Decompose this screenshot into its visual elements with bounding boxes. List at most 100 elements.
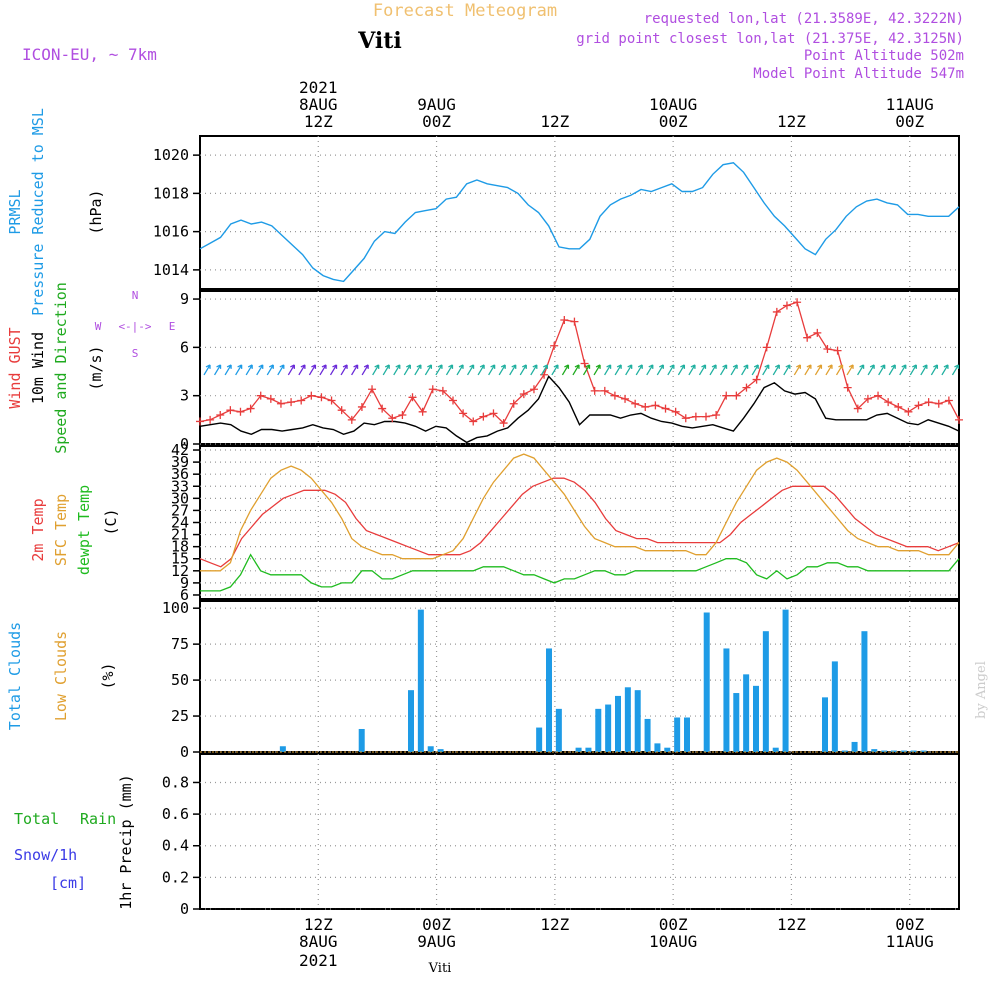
wind-gust-marker <box>691 412 700 421</box>
cloud-bar <box>644 718 651 752</box>
cloud-bar <box>782 609 789 752</box>
wind-gust-marker <box>874 391 883 400</box>
wind-gust-marker <box>600 386 609 395</box>
cloud-bar <box>595 708 602 752</box>
wind-gust-marker <box>196 417 204 426</box>
clouds-panel-ytick-label: 100 <box>162 599 189 617</box>
temp-panel-ytick-label: 18 <box>171 538 189 556</box>
wind-direction-arrow <box>888 364 896 376</box>
wind-direction-arrow <box>245 364 253 376</box>
pressure-panel-ytick-label: 1018 <box>153 184 189 202</box>
cloud-bar <box>910 750 917 752</box>
wind-gust-marker <box>236 407 245 416</box>
chart-title: Forecast Meteogram <box>373 1 557 21</box>
wind-gust-marker <box>681 414 690 423</box>
wind-direction-arrow <box>224 364 232 376</box>
compass-n: N <box>132 289 139 302</box>
pressure-panel-ytick-label: 1020 <box>153 146 189 164</box>
wind-direction-arrow <box>625 364 633 376</box>
clouds-panel-frame <box>199 600 960 753</box>
compass-w: W <box>95 320 102 333</box>
cloud-bar <box>605 704 612 752</box>
bottom-time-label-hour: 12Z <box>777 915 806 934</box>
wind-direction-arrow <box>456 364 464 376</box>
cloud-bar <box>831 661 838 752</box>
wind-gust-marker <box>216 411 225 420</box>
cloud-bar <box>743 674 750 752</box>
bottom-time-label-date: 9AUG <box>417 932 456 951</box>
wind-direction-arrow <box>899 364 907 376</box>
cloud-bar <box>437 749 444 752</box>
wind-gust-marker <box>449 396 457 405</box>
wind-direction-arrow <box>719 364 728 376</box>
wind-gust-marker <box>337 406 346 415</box>
wind-gust-marker <box>570 317 579 326</box>
bottom-time-label-hour: 00Z <box>895 915 924 934</box>
wind-gust-marker <box>742 383 751 392</box>
wind-gust-marker <box>813 328 822 337</box>
wind-gust-marker <box>317 393 326 402</box>
temp-panel-ytick-label: 42 <box>171 441 189 459</box>
wind-gust-marker <box>884 398 893 407</box>
wind-direction-arrow <box>393 364 401 376</box>
wind-direction-arrow <box>762 364 770 376</box>
wind-gust-marker <box>853 404 862 413</box>
cloud-bar <box>703 612 710 752</box>
clouds-panel-ytick-label: 25 <box>171 707 189 725</box>
wind-label-10m: 10m Wind <box>29 332 47 404</box>
precip-label-total: Total <box>14 810 59 828</box>
precip-panel-frame <box>199 753 960 910</box>
temp-panel-ytick-label: 21 <box>171 526 189 544</box>
clouds-panel-ytick-label: 0 <box>180 743 189 761</box>
wind-gust-marker <box>914 401 923 410</box>
wind-direction-arrow <box>804 364 812 376</box>
wind-direction-arrow <box>561 364 570 376</box>
wind-direction-arrow <box>741 364 749 376</box>
bottom-time-label-hour: 12Z <box>304 915 333 934</box>
wind-gust-marker <box>924 398 933 407</box>
wind-label-direction: Speed and Direction <box>52 282 70 454</box>
cloud-bar <box>615 695 621 752</box>
wind-direction-arrow <box>382 364 390 376</box>
wind-direction-arrow <box>477 364 485 376</box>
gridpoint-coords: grid point closest lon,lat (21.375E, 42.… <box>576 31 964 47</box>
temp-2m-line <box>199 477 960 568</box>
wind-gust-marker <box>479 412 488 421</box>
wind-gust-marker <box>529 385 538 394</box>
temp-panel-ytick-label: 33 <box>171 477 189 495</box>
wind-gust-marker <box>752 375 761 384</box>
wind-gust-marker <box>631 399 640 408</box>
compass-s: S <box>132 347 139 360</box>
wind-gust-marker <box>489 409 498 418</box>
wind-gust-marker <box>388 414 397 423</box>
cloud-bar <box>279 746 286 752</box>
top-time-label-hour: 00Z <box>895 112 924 131</box>
wind-direction-arrow <box>235 364 243 376</box>
wind-gust-marker <box>702 412 710 421</box>
top-time-label-date: 10AUG <box>649 95 697 114</box>
wind-direction-arrow <box>551 364 559 376</box>
cloud-bar <box>536 727 543 752</box>
temp-label-2m: 2m Temp <box>29 498 47 561</box>
wind-direction-arrow <box>878 364 886 376</box>
wind-gust-marker <box>408 393 417 402</box>
wind-gust-marker <box>732 391 741 400</box>
wind-direction-arrow <box>319 364 327 376</box>
wind-gust-marker <box>418 407 427 416</box>
cloud-bar <box>753 685 759 752</box>
location-title: Viti <box>357 28 402 54</box>
temp-panel-ytick-label: 6 <box>180 586 189 604</box>
cloud-bar <box>723 648 730 752</box>
wind-gust-marker <box>580 359 589 368</box>
cloud-bar <box>624 687 631 752</box>
requested-coords: requested lon,lat (21.3589E, 42.3222N) <box>644 11 964 27</box>
pressure-label-prmsl: PRMSL <box>6 189 24 234</box>
clouds-panel-ytick-label: 50 <box>171 671 189 689</box>
wind-direction-arrow <box>846 364 854 376</box>
cloud-bar <box>674 717 681 752</box>
precip-panel-ytick-label: 0.6 <box>162 805 189 823</box>
cloud-bar <box>585 747 592 752</box>
wind-gust-marker <box>357 402 366 411</box>
precip-panel-ytick-label: 0.2 <box>162 868 189 886</box>
